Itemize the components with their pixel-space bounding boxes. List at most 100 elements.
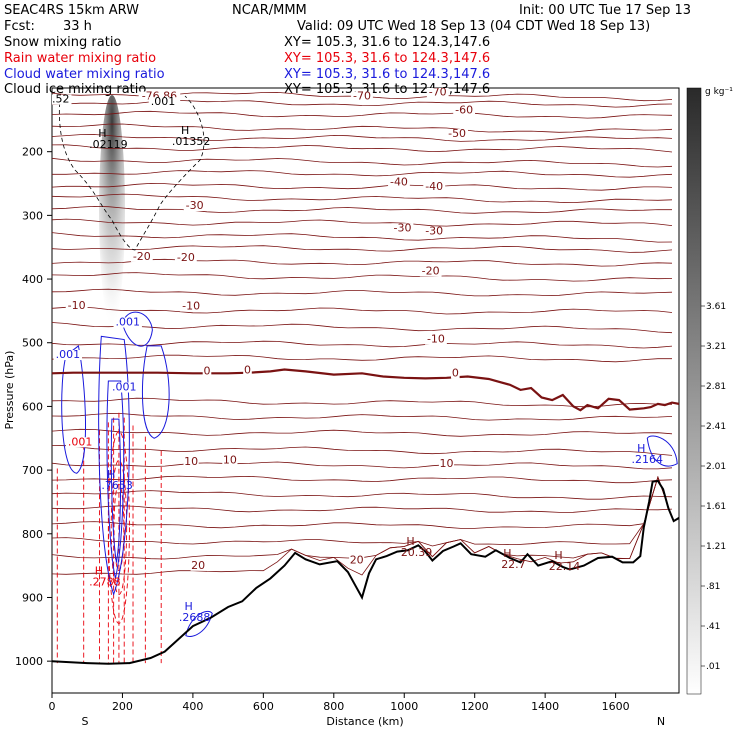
isotherm [52, 123, 673, 133]
maximum-value-label: 22.14 [549, 560, 581, 573]
isotherm [52, 232, 673, 243]
isotherm [52, 475, 673, 547]
isotherm [52, 354, 672, 363]
label-background [446, 129, 468, 140]
rain-water-contours [56, 412, 162, 664]
y-tick-label: 900 [22, 591, 43, 604]
y-tick-label: 600 [22, 400, 43, 413]
isotherm [52, 397, 673, 408]
colorbar-label: 1.21 [706, 542, 726, 552]
field-name-snow: Snow mixing ratio [4, 35, 121, 50]
isotherm [52, 288, 673, 297]
valid-time: Valid: 09 UTC Wed 18 Sep 13 (04 CDT Wed … [297, 19, 650, 34]
maximum-marker: H [503, 547, 511, 560]
colorbar-label: .41 [706, 622, 720, 632]
rain-contour [110, 459, 128, 596]
label-background [391, 223, 414, 234]
temperature-contours [52, 91, 673, 576]
label-background [113, 317, 142, 328]
label-background [451, 368, 460, 379]
x-tick-label: 400 [182, 700, 203, 713]
field-xy-rain: XY= 105.3, 31.6 to 124.3,147.6 [284, 51, 490, 66]
x-tick-label: 600 [253, 700, 274, 713]
y-tick-label: 300 [22, 209, 43, 222]
maximum-marker: H [98, 127, 106, 140]
isotherm [52, 205, 673, 214]
terrain-line [52, 479, 679, 665]
isotherm [52, 157, 673, 168]
x-tick-label: 1000 [390, 700, 418, 713]
label-background [110, 382, 139, 393]
isotherm [52, 428, 673, 437]
temperature-contour-label: 10 [223, 454, 237, 467]
label-background [65, 437, 95, 448]
isotherm [52, 475, 673, 576]
label-background [202, 366, 212, 377]
label-background [183, 457, 199, 468]
temperature-contour-label: -70 [429, 86, 447, 99]
temperature-contour-label: -50 [448, 127, 466, 140]
y-axis-title: Pressure (hPa) [3, 351, 16, 430]
isotherm [52, 170, 673, 178]
cloud-water-contour [185, 611, 213, 637]
field-xy-cloud-ice: XY= 105.3, 31.6 to 124.3,147.6 [284, 82, 490, 97]
snow-shading [99, 95, 125, 325]
colorbar-label: 3.21 [706, 342, 726, 352]
x-tick-label: 200 [112, 700, 133, 713]
maximum-marker: H [185, 600, 193, 613]
temperature-contour-label: 20 [191, 559, 205, 572]
temperature-contour-label: 0 [452, 366, 459, 379]
contour-labels: -76.86 -70 -70-60-50-40 -40-30-30 -30-20 -20-… [45, 86, 663, 624]
label-background [148, 97, 178, 108]
isotherm [52, 182, 673, 191]
contour-label: .001 [68, 435, 93, 448]
isotherm [52, 245, 673, 253]
colorbar-label: 2.01 [706, 462, 726, 472]
label-background [222, 455, 238, 466]
y-tick-label: 200 [22, 146, 43, 159]
plot-frame [51, 87, 680, 694]
temperature-contour-label: 10 [184, 455, 198, 468]
contour-label: 1.52 [45, 93, 70, 106]
cloud-water-contour [121, 311, 153, 347]
x-tick-label: 0 [49, 700, 56, 713]
cloud-water-contour [646, 435, 678, 467]
contour-label: .001 [56, 348, 81, 361]
isotherm [52, 134, 673, 142]
label-background [423, 226, 446, 237]
temperature-contour-label: -20 [177, 251, 195, 264]
colorbar-label: 1.61 [706, 502, 726, 512]
field-name-rain: Rain water mixing ratio [4, 51, 156, 66]
colorbar-label: .81 [706, 582, 720, 592]
maximum-value-label: .02119 [89, 138, 128, 151]
colorbar-units: g kg⁻¹ [705, 87, 733, 97]
plot-area: -76.86 -70 -70-60-50-40 -40-30-30 -30-20 -20-… [45, 86, 679, 665]
isotherm [52, 340, 673, 349]
colorbar-ramp [686, 87, 702, 695]
temperature-contour-label: -30 [394, 221, 412, 234]
maximum-marker: H [181, 124, 189, 137]
maximum-marker: H [406, 535, 414, 548]
temperature-contour-label: -20 [133, 250, 151, 263]
isotherm [52, 144, 673, 153]
isotherm [52, 505, 673, 513]
temperature-contour-label: 10 [440, 457, 454, 470]
temperature-contour-label: 0 [203, 365, 210, 378]
isotherm [52, 218, 673, 227]
rain-contour [107, 430, 130, 624]
cloud-ice-contour [58, 95, 205, 251]
contour-label: .001 [112, 381, 137, 394]
label-background [453, 105, 476, 116]
label-background [388, 177, 410, 188]
temperature-contour-label: -30 [425, 224, 443, 237]
cloud-water-contour [106, 380, 125, 579]
y-tick-label: 800 [22, 528, 43, 541]
label-background [53, 350, 83, 361]
cloud-water-contour [142, 345, 170, 439]
isotherm [52, 461, 673, 470]
axes: 0 200 400 600 800 1000 1200 1400 160020030040050… [15, 146, 630, 713]
label-background [438, 458, 455, 469]
maximum-marker: H [107, 468, 115, 481]
temperature-contour-label: -40 [390, 175, 408, 188]
isotherm [52, 490, 673, 500]
